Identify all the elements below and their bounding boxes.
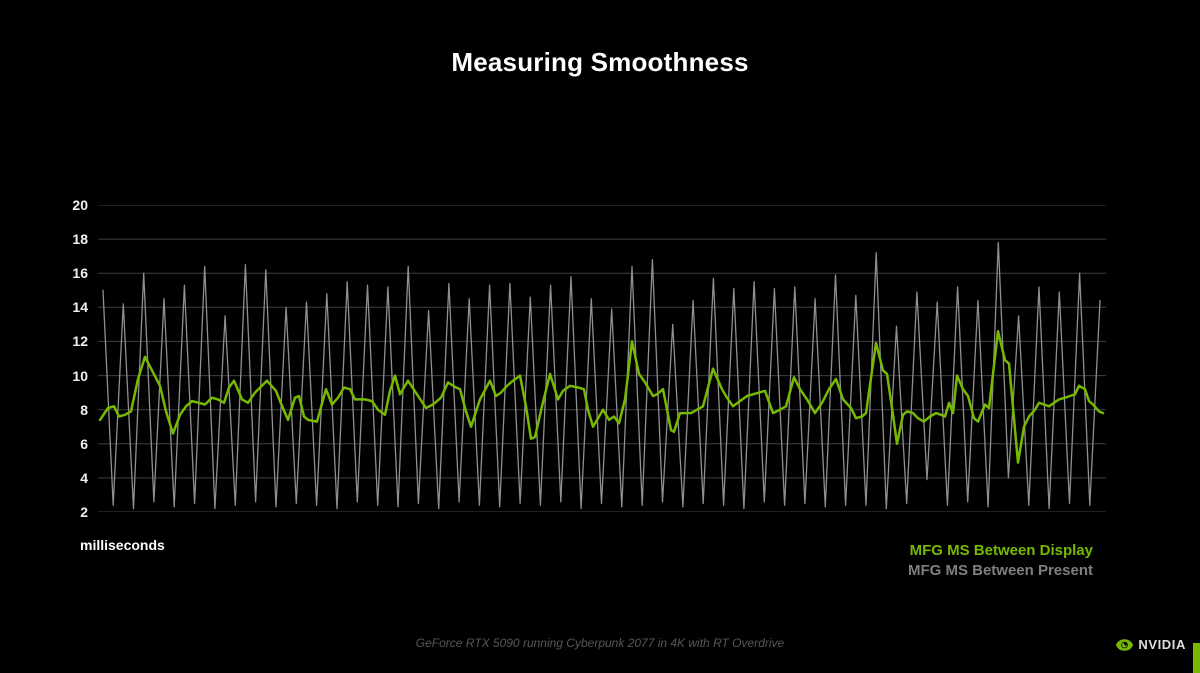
y-axis-unit-label: milliseconds <box>80 537 165 553</box>
legend-display: MFG MS Between Display <box>909 542 1093 559</box>
y-axis-tick-label: 8 <box>80 401 88 418</box>
chart-plot-area <box>98 205 1106 512</box>
y-axis-tick-label: 2 <box>80 504 88 520</box>
y-axis-tick-label: 4 <box>80 469 88 486</box>
series-display-line <box>98 329 1105 464</box>
y-axis-tick-label: 14 <box>72 299 88 316</box>
page-title: Measuring Smoothness <box>451 47 749 77</box>
nvidia-eye-icon <box>1116 638 1134 651</box>
y-axis-tick-label: 10 <box>72 367 88 384</box>
plot-svg <box>98 205 1106 512</box>
y-axis-tick-label: 20 <box>72 197 88 213</box>
nvidia-logo: NVIDIA <box>1116 637 1186 652</box>
y-axis: 2 4 6 8 10 12 14 16 18 20 <box>0 197 88 520</box>
chart-legend: MFG MS Between Display MFG MS Between Pr… <box>908 541 1093 581</box>
brand-accent-bar <box>1193 643 1200 673</box>
y-axis-tick-label: 12 <box>72 333 88 350</box>
nvidia-wordmark: NVIDIA <box>1138 637 1186 652</box>
y-axis-tick-label: 6 <box>80 435 88 452</box>
y-axis-tick-label: 18 <box>72 231 88 248</box>
series-present-line <box>102 241 1101 510</box>
y-axis-tick-label: 16 <box>72 265 88 282</box>
legend-present: MFG MS Between Present <box>907 562 1093 579</box>
footnote-caption: GeForce RTX 5090 running Cyberpunk 2077 … <box>415 636 785 650</box>
